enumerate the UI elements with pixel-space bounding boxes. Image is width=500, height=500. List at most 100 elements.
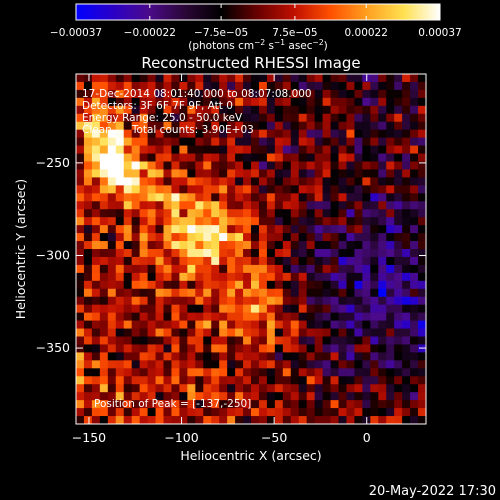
heatmap-cell: [227, 113, 236, 123]
heatmap-cell: [219, 74, 228, 83]
heatmap-cell: [418, 89, 426, 99]
heatmap-cell: [219, 209, 228, 218]
heatmap-cell: [227, 169, 236, 178]
heatmap-cell: [394, 153, 403, 163]
heatmap-cell: [131, 233, 141, 242]
heatmap-cell: [330, 241, 340, 250]
heatmap-cell: [195, 241, 204, 250]
heatmap-cell: [139, 201, 149, 210]
heatmap-cell: [76, 249, 85, 258]
heatmap-cell: [362, 225, 371, 234]
heatmap-cell: [171, 81, 180, 91]
heatmap-cell: [163, 201, 173, 210]
heatmap-cell: [418, 392, 426, 401]
heatmap-cell: [306, 169, 316, 178]
heatmap-cell: [219, 416, 228, 424]
heatmap-cell: [346, 233, 355, 242]
heatmap-cell: [99, 233, 109, 242]
heatmap-cell: [203, 225, 212, 234]
heatmap-cell: [306, 336, 316, 346]
heatmap-cell: [378, 336, 387, 346]
heatmap-cell: [123, 376, 133, 385]
heatmap-cell: [346, 137, 355, 147]
heatmap-cell: [227, 264, 236, 274]
heatmap-cell: [195, 137, 204, 147]
heatmap-cell: [179, 352, 188, 361]
heatmap-cell: [354, 296, 363, 306]
heatmap-cell: [362, 336, 371, 346]
heatmap-cell: [378, 193, 387, 202]
heatmap-cell: [91, 256, 101, 266]
heatmap-cell: [203, 161, 212, 171]
heatmap-cell: [123, 344, 133, 353]
heatmap-cell: [83, 217, 93, 226]
heatmap-cell: [203, 249, 212, 258]
heatmap-cell: [171, 105, 180, 115]
heatmap-cell: [251, 233, 260, 242]
heatmap-cell: [211, 241, 220, 250]
heatmap-cell: [179, 368, 188, 377]
heatmap-cell: [338, 241, 348, 250]
heatmap-cell: [370, 280, 379, 290]
heatmap-cell: [243, 384, 252, 393]
heatmap-cell: [394, 328, 403, 338]
heatmap-cell: [243, 368, 252, 377]
heatmap-cell: [155, 384, 165, 393]
heatmap-cell: [163, 121, 173, 131]
heatmap-cell: [83, 304, 93, 314]
heatmap-cell: [418, 296, 426, 306]
heatmap-cell: [322, 328, 332, 338]
heatmap-cell: [235, 384, 244, 393]
heatmap-cell: [290, 360, 300, 369]
heatmap-cell: [370, 113, 379, 123]
heatmap-cell: [99, 137, 109, 147]
heatmap-cell: [258, 264, 268, 274]
heatmap-cell: [251, 169, 260, 178]
heatmap-cell: [258, 81, 268, 91]
heatmap-cell: [378, 225, 387, 234]
heatmap-cell: [378, 241, 387, 250]
heatmap-cell: [139, 408, 149, 417]
heatmap-image: [76, 74, 426, 424]
heatmap-cell: [155, 225, 165, 234]
heatmap-cell: [123, 392, 133, 401]
heatmap-cell: [187, 233, 196, 242]
heatmap-cell: [322, 408, 332, 417]
heatmap-cell: [370, 384, 379, 393]
heatmap-cell: [314, 312, 324, 322]
heatmap-cell: [107, 209, 117, 218]
heatmap-cell: [338, 81, 348, 91]
heatmap-cell: [322, 288, 332, 298]
heatmap-cell: [330, 185, 340, 194]
heatmap-cell: [131, 113, 141, 123]
heatmap-cell: [251, 217, 260, 226]
heatmap-cell: [147, 121, 157, 131]
heatmap-cell: [258, 304, 268, 314]
heatmap-cell: [211, 89, 220, 99]
heatmap-cell: [362, 129, 371, 139]
heatmap-cell: [115, 256, 125, 266]
heatmap-cell: [314, 368, 324, 377]
heatmap-cell: [410, 352, 419, 361]
heatmap-cell: [298, 97, 308, 107]
heatmap-cell: [107, 384, 117, 393]
heatmap-cell: [83, 249, 93, 258]
heatmap-cell: [107, 360, 117, 369]
heatmap-cell: [131, 304, 141, 314]
heatmap-cell: [282, 288, 292, 298]
heatmap-cell: [306, 320, 316, 330]
heatmap-cell: [386, 217, 395, 226]
heatmap-cell: [107, 264, 117, 274]
heatmap-cell: [139, 304, 149, 314]
heatmap-cell: [274, 312, 284, 322]
heatmap-cell: [266, 328, 276, 338]
heatmap-cell: [258, 121, 268, 131]
heatmap-cell: [378, 121, 387, 131]
heatmap-cell: [386, 288, 395, 298]
heatmap-cell: [195, 400, 204, 409]
heatmap-cell: [298, 280, 308, 290]
y-tick-label: −300: [36, 247, 70, 262]
heatmap-cell: [306, 129, 316, 139]
heatmap-cell: [219, 400, 228, 409]
heatmap-cell: [322, 201, 332, 210]
